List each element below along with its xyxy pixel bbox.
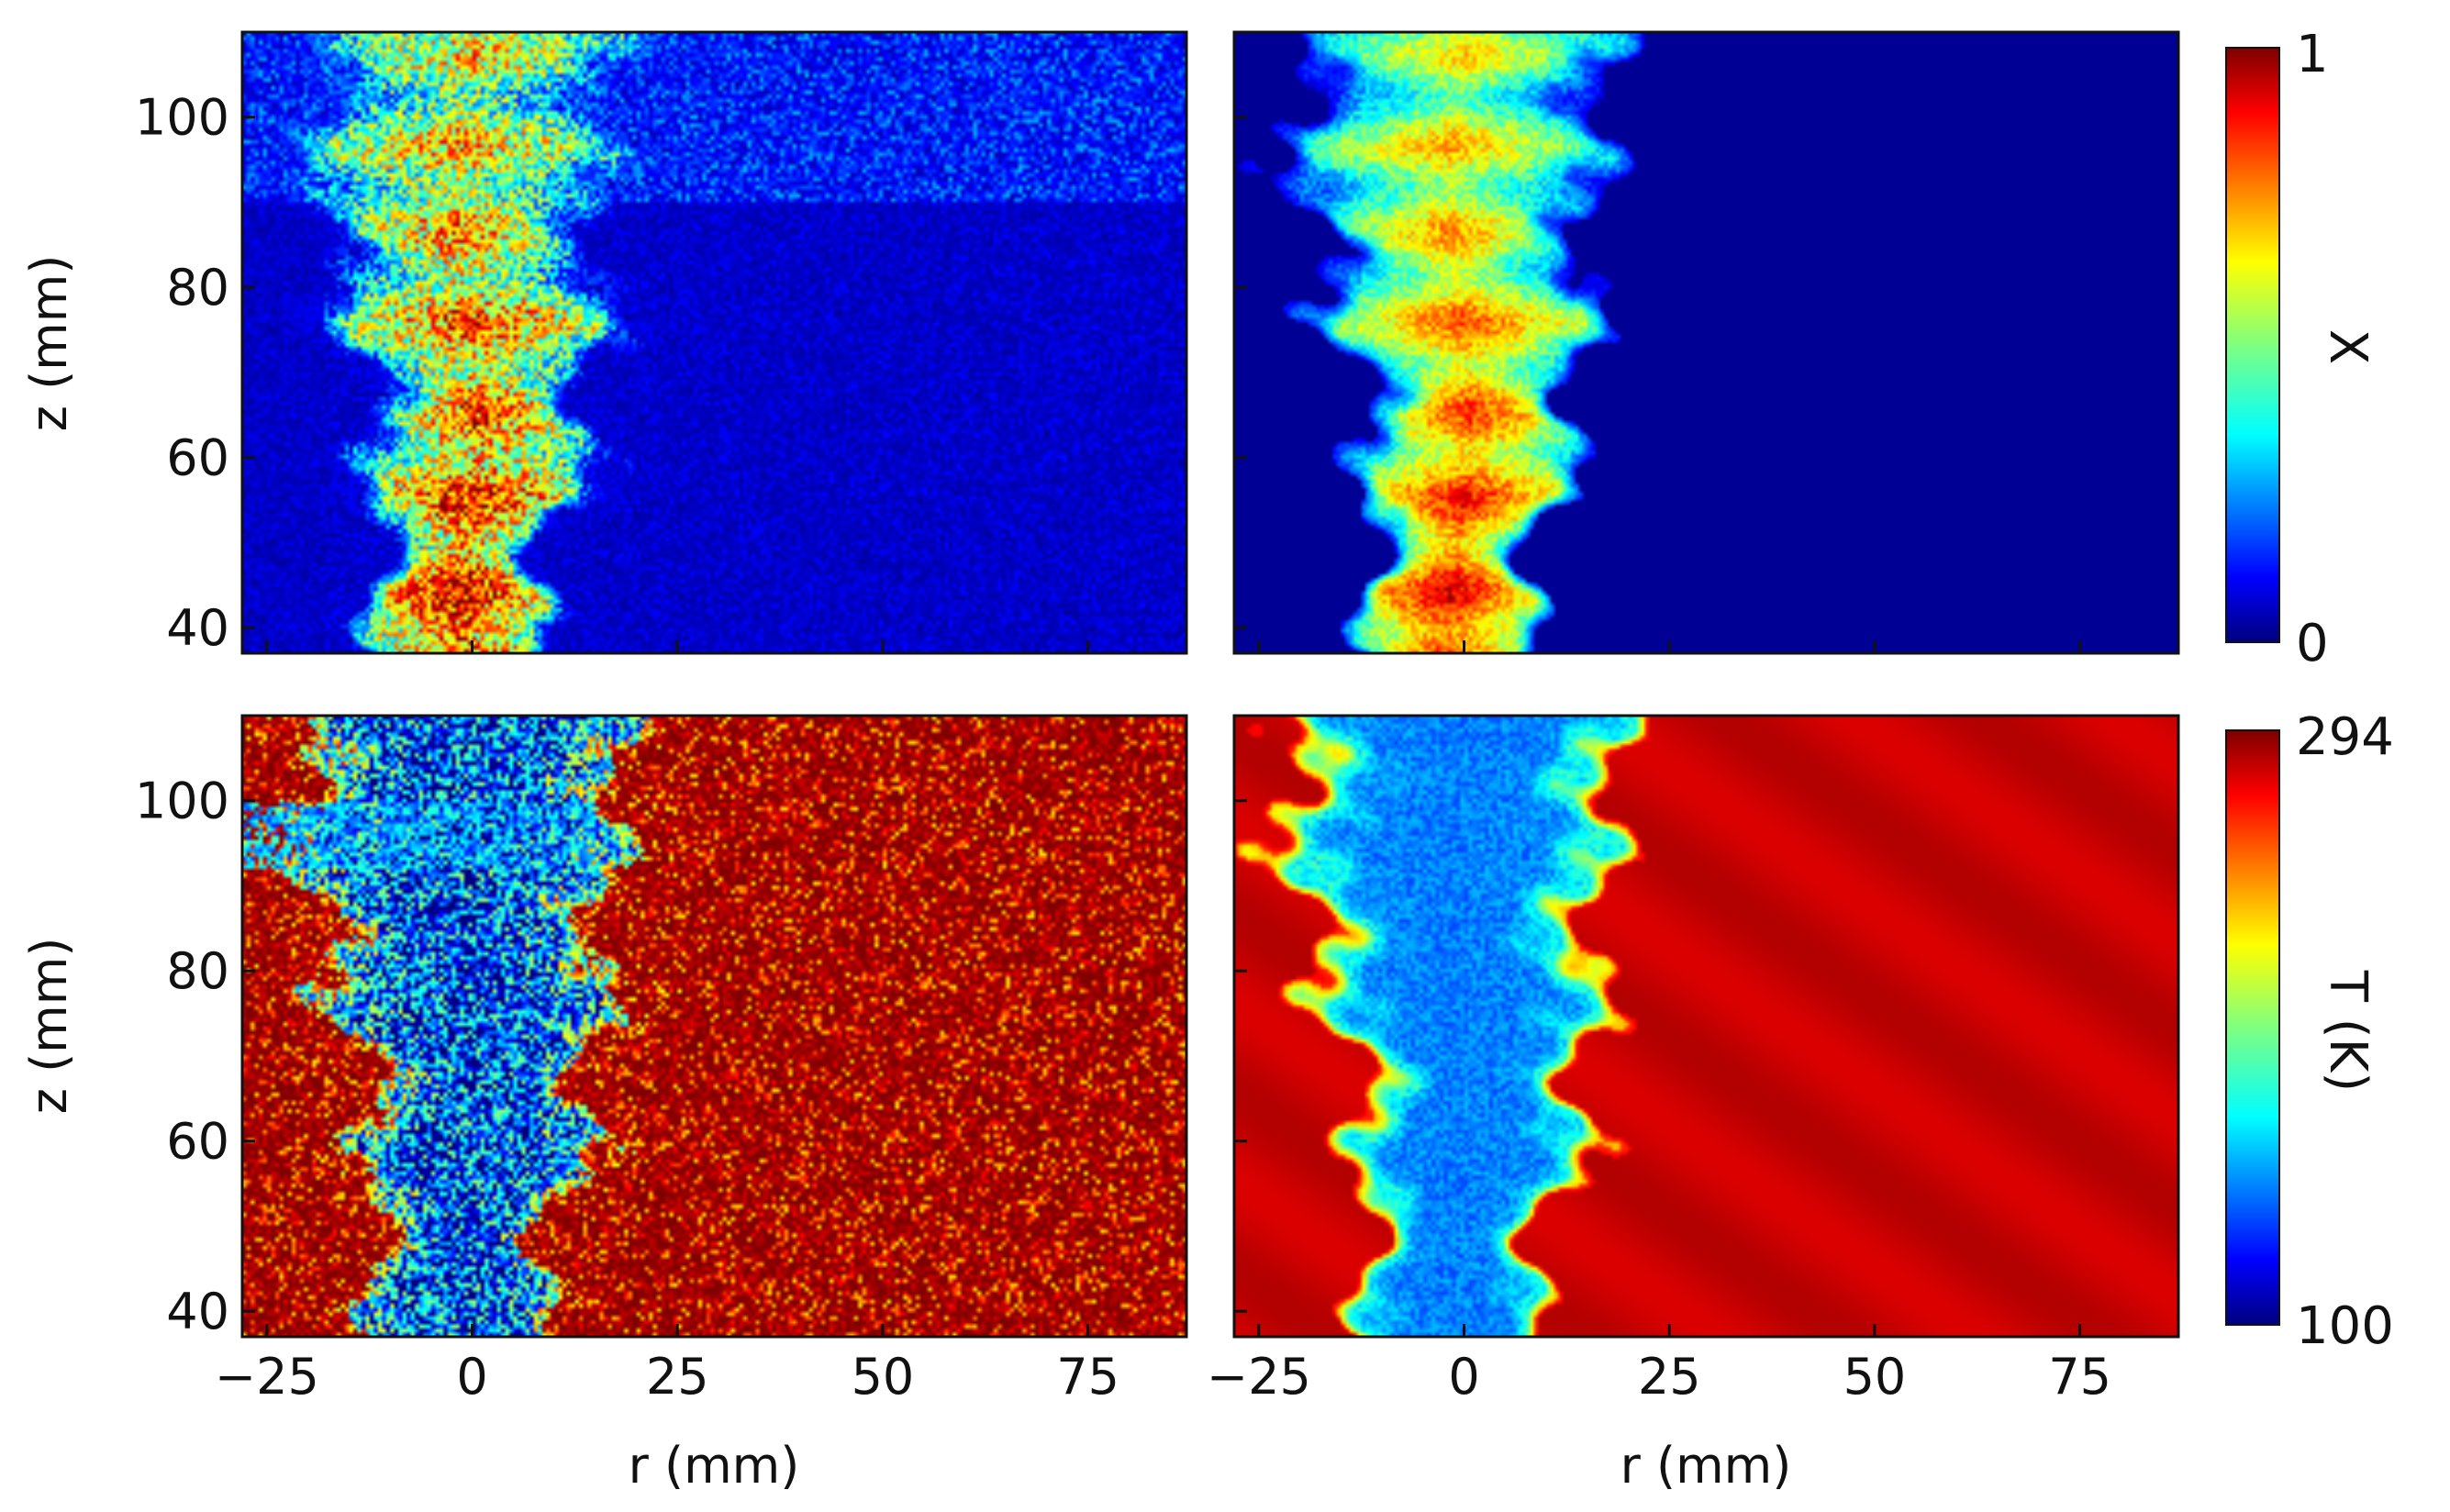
panel-frame (240, 714, 1188, 1339)
heatmap-t-reconstructed (1234, 716, 2178, 1337)
x-tick-label: 25 (646, 1348, 709, 1406)
colorbar-t-gradient (2225, 729, 2280, 1326)
panel-frame (1232, 30, 2180, 655)
x-tick-label: 75 (2048, 1348, 2111, 1406)
colorbar-t-min: 100 (2296, 1296, 2394, 1356)
x-tick-label: 0 (1448, 1348, 1479, 1406)
y-tick-label: 100 (135, 773, 229, 830)
x-tick-label: −25 (215, 1348, 319, 1406)
heatmap-t-raw (242, 716, 1186, 1337)
y-tick-label: 100 (135, 89, 229, 147)
colorbar-t-title: T (K) (2318, 970, 2378, 1092)
colorbar-x: 1 0 X (2225, 25, 2378, 673)
panel-frame (1232, 714, 2180, 1339)
heatmap-x-raw (242, 32, 1186, 653)
y-axis-title-bottom: z (mm) (20, 938, 78, 1115)
x-tick-label: 50 (852, 1348, 915, 1406)
panel-bottom-right (1232, 714, 2180, 1339)
panel-frame (240, 30, 1188, 655)
x-tick-label: 75 (1056, 1348, 1119, 1406)
x-tick-label: −25 (1207, 1348, 1311, 1406)
y-tick-label: 80 (166, 942, 229, 1000)
y-axis-title-top: z (mm) (20, 255, 78, 432)
colorbar-t-max: 294 (2296, 707, 2394, 767)
x-axis-title-left: r (mm) (629, 1437, 800, 1495)
x-tick-label: 25 (1638, 1348, 1701, 1406)
y-tick-label: 60 (166, 1113, 229, 1171)
colorbar-x-title: X (2318, 329, 2378, 364)
panel-top-left (240, 30, 1188, 655)
panel-top-right (1232, 30, 2180, 655)
colorbar-x-min: 0 (2296, 614, 2329, 673)
axis-ticks: 40 60 80 100 −25 0 25 50 75 40 60 80 100 −25 0 25 50 75 (135, 89, 2111, 1406)
colorbar-t: 294 100 T (K) (2225, 707, 2394, 1356)
y-tick-label: 40 (166, 1283, 229, 1340)
x-axis-title-right: r (mm) (1620, 1437, 1792, 1495)
y-tick-label: 60 (166, 429, 229, 487)
x-tick-label: 0 (456, 1348, 487, 1406)
colorbar-x-gradient (2225, 47, 2280, 643)
panel-bottom-left (240, 714, 1188, 1339)
heatmap-x-reconstructed (1234, 32, 2178, 653)
colorbar-x-max: 1 (2296, 25, 2329, 84)
y-tick-label: 40 (166, 599, 229, 657)
x-tick-label: 50 (1843, 1348, 1907, 1406)
y-tick-label: 80 (166, 259, 229, 317)
